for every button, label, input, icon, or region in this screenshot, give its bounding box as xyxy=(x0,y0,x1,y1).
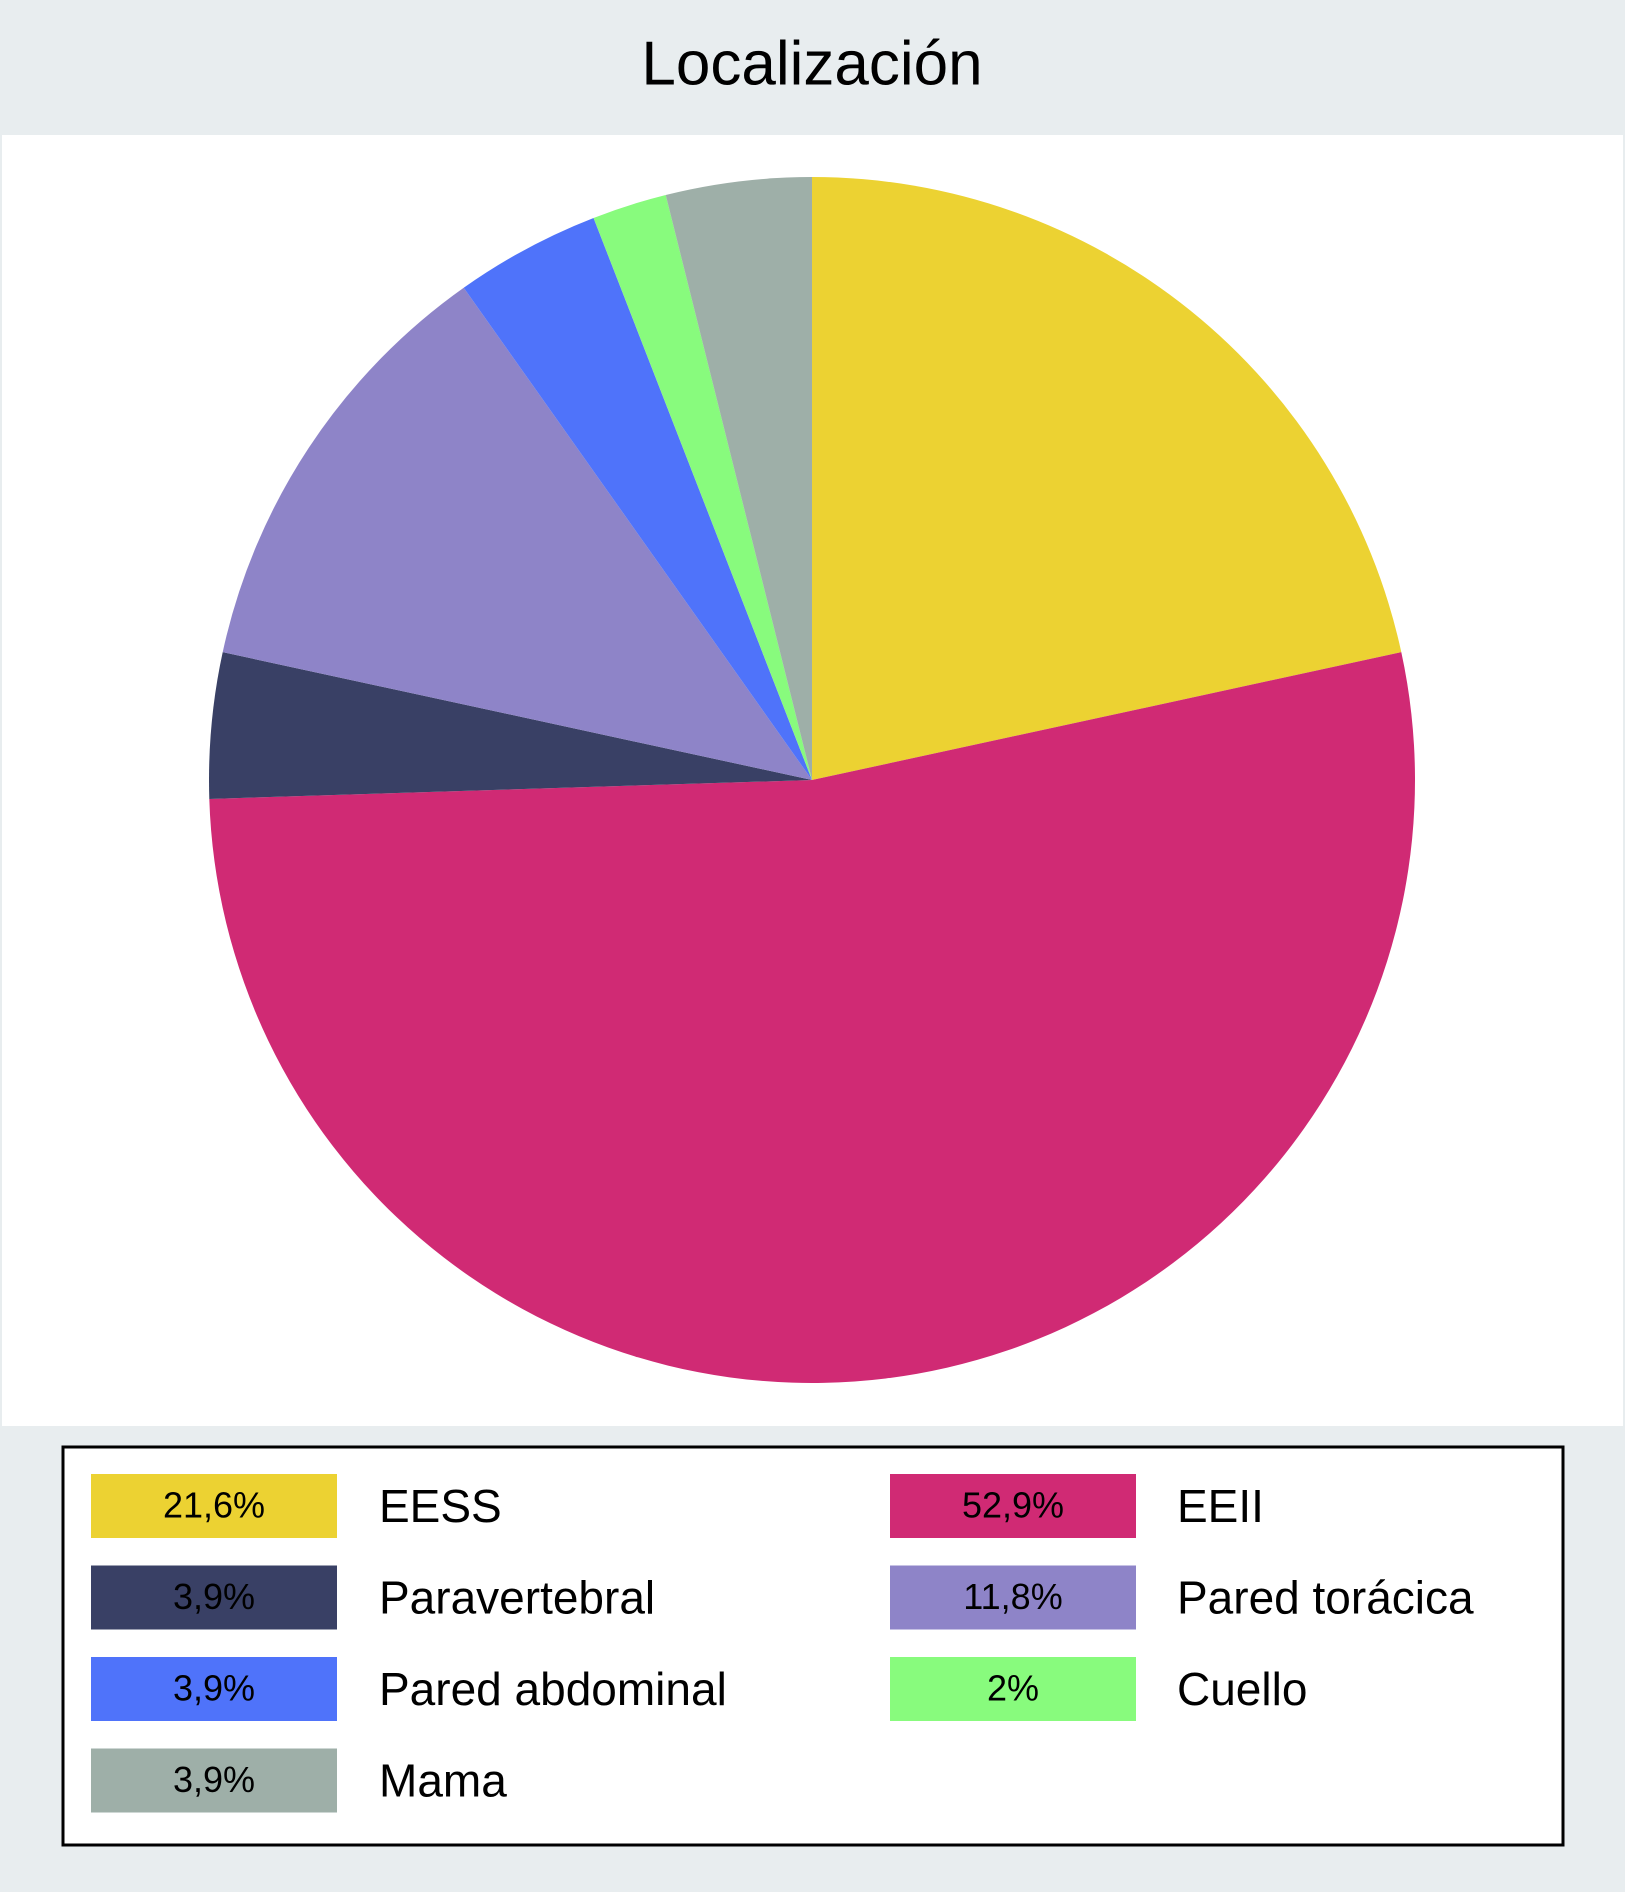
value-label: 52,9% xyxy=(962,1485,1064,1526)
value-label: 2% xyxy=(987,1668,1039,1709)
legend-label: EESS xyxy=(379,1480,502,1532)
legend-swatch xyxy=(91,1748,337,1813)
legend-swatch xyxy=(91,1565,337,1630)
legend-swatch xyxy=(91,1657,337,1721)
legend-label: Paravertebral xyxy=(379,1572,655,1624)
pie-slice xyxy=(463,217,812,780)
legend-swatch xyxy=(890,1565,1136,1630)
legend-swatch xyxy=(890,1657,1136,1721)
pie-slice xyxy=(222,287,812,780)
legend-label: Pared torácica xyxy=(1177,1572,1474,1624)
legend: 21,6% EESS 52,9% EEII 3,9% Paravertebral 11,8%… xyxy=(91,1474,1474,1813)
pie-slice xyxy=(593,195,812,780)
value-label: 21,6% xyxy=(163,1485,265,1526)
legend-label: Pared abdominal xyxy=(379,1663,727,1715)
pie-slice xyxy=(665,177,812,780)
value-label: 3,9% xyxy=(173,1576,255,1617)
legend-swatch xyxy=(890,1474,1136,1538)
legend-label: Mama xyxy=(379,1755,507,1807)
pie xyxy=(209,177,1415,1384)
value-label: 3,9% xyxy=(173,1668,255,1709)
value-label: 3,9% xyxy=(173,1759,255,1800)
legend-label: Cuello xyxy=(1177,1663,1307,1715)
legend-swatch xyxy=(91,1474,337,1538)
chart-title: Localización xyxy=(641,29,982,98)
pie-slice xyxy=(209,652,1415,1384)
value-label: 11,8% xyxy=(963,1576,1062,1617)
legend-label: EEII xyxy=(1177,1480,1264,1532)
pie-slice xyxy=(209,652,812,799)
pie-slice xyxy=(812,177,1402,780)
